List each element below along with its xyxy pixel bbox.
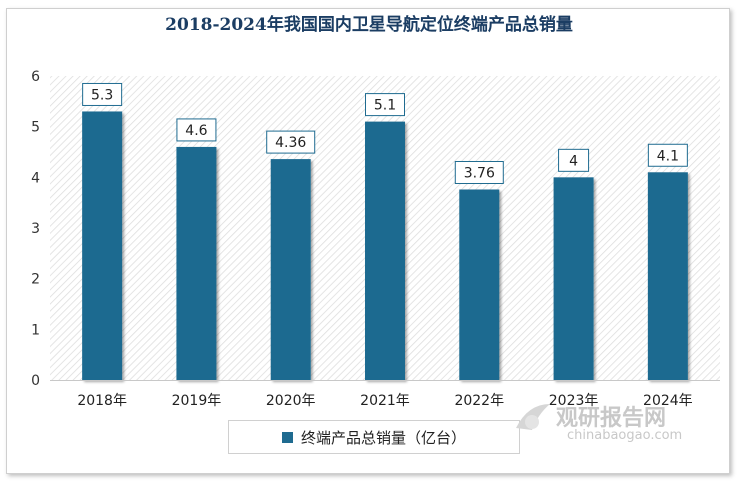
- y-tick-label: 5: [31, 120, 40, 136]
- data-label: 4.36: [275, 135, 306, 151]
- data-label-box: [82, 82, 123, 106]
- data-label: 5.1: [374, 98, 396, 114]
- x-tick-label: 2020年: [266, 393, 316, 409]
- data-label-box: [558, 148, 590, 172]
- y-tick-label: 1: [31, 322, 40, 338]
- data-label-box: [365, 93, 405, 117]
- data-label-box: [647, 143, 688, 167]
- bar-2019年: [176, 146, 217, 380]
- data-label: 4: [569, 153, 578, 169]
- data-label: 4.1: [657, 148, 679, 164]
- chart-legend: 终端产品总销量（亿台）: [228, 420, 520, 454]
- bar-2021年: [365, 121, 405, 380]
- bar-2024年: [647, 172, 688, 380]
- bar-2018年: [82, 111, 123, 380]
- legend-swatch: [281, 431, 293, 443]
- data-label-box: [176, 118, 217, 142]
- x-tick-label: 2021年: [360, 393, 410, 409]
- watermark-logo-icon: [516, 404, 550, 430]
- data-label-box: [266, 130, 316, 154]
- bar-2023年: [553, 177, 594, 380]
- data-label: 4.6: [185, 123, 207, 139]
- x-tick-label: 2018年: [77, 393, 127, 409]
- y-tick-label: 2: [31, 272, 40, 288]
- bar-2020年: [270, 159, 311, 380]
- y-tick-label: 6: [31, 69, 40, 85]
- chart-title: 2018-2024年我国国内卫星导航定位终端产品总销量: [165, 15, 573, 35]
- data-label: 5.3: [91, 87, 113, 103]
- x-tick-label: 2022年: [454, 393, 504, 409]
- y-tick-label: 4: [31, 170, 40, 186]
- bar-2022年: [459, 189, 500, 380]
- data-label-box: [454, 160, 504, 184]
- data-label: 3.76: [464, 165, 495, 181]
- x-tick-label: 2024年: [643, 393, 693, 409]
- y-tick-label: 3: [31, 221, 40, 237]
- y-tick-label: 0: [31, 373, 40, 389]
- watermark-brand: 观研报告网: [556, 406, 667, 431]
- x-tick-label: 2019年: [172, 393, 222, 409]
- legend-label: 终端产品总销量（亿台）: [300, 428, 466, 447]
- watermark-url: chinabaogao.com: [567, 428, 683, 443]
- x-tick-label: 2023年: [549, 393, 599, 409]
